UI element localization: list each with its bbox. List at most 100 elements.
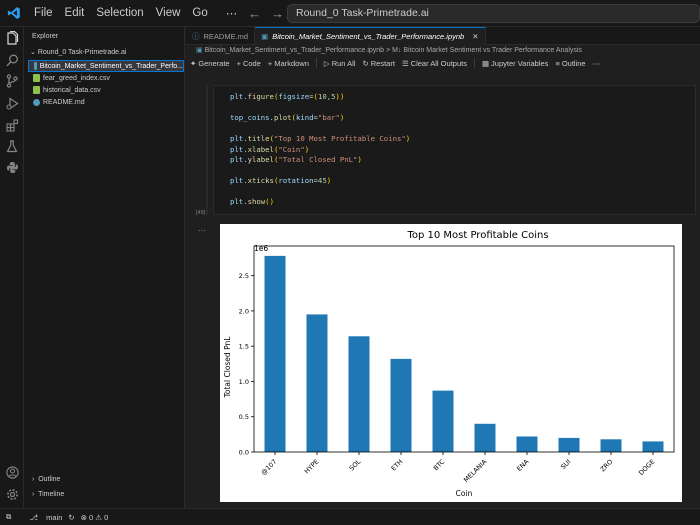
csv-file-icon — [33, 86, 40, 94]
breadcrumb-file[interactable]: Bitcoin_Market_Sentiment_vs_Trader_Perfo… — [204, 47, 385, 54]
jupyter-variables-button[interactable]: ▦ Jupyter Variables — [482, 59, 548, 68]
sidebar-title: Explorer — [32, 33, 59, 40]
python-icon[interactable] — [5, 160, 19, 174]
breadcrumb-section[interactable]: M↓ Bitcoin Market Sentiment vs Trader Pe… — [392, 47, 582, 54]
variables-grid-icon: ▦ — [481, 58, 490, 68]
extensions-icon[interactable] — [5, 118, 19, 132]
run-debug-icon[interactable] — [5, 96, 19, 110]
source-control-icon[interactable] — [5, 74, 19, 88]
y-scale-label: 1e6 — [254, 244, 268, 253]
add-markdown-button[interactable]: + Markdown — [268, 59, 309, 68]
bar-doge — [642, 441, 664, 452]
chart-title: Top 10 Most Profitable Coins — [406, 230, 548, 241]
bar-chart: Top 10 Most Profitable Coins 1e6 Total C… — [223, 230, 675, 498]
remote-icon[interactable]: ⧉ — [6, 512, 12, 521]
restart-button[interactable]: ↻ Restart — [362, 59, 394, 68]
close-icon[interactable]: ✕ — [472, 32, 479, 41]
code-line-4: plt.xlabel("Coin") — [230, 144, 310, 154]
x-tick-label: SUI — [559, 458, 572, 471]
clear-outputs-button[interactable]: ☰ Clear All Outputs — [402, 59, 467, 68]
settings-gear-icon[interactable] — [5, 487, 19, 501]
workspace-folder[interactable]: ⌄ Round_0 Task-Primetrade.ai — [30, 48, 126, 56]
sync-icon[interactable]: ↻ — [68, 512, 75, 522]
toolbar-divider — [315, 58, 317, 68]
code-line-6: plt.xticks(rotation=45) — [230, 176, 332, 185]
markdown-label: Markdown — [274, 58, 309, 68]
clear-all-icon: ☰ — [401, 58, 409, 68]
branch-indicator[interactable]: ⎇ main — [23, 513, 62, 522]
toolbar-divider — [473, 58, 475, 68]
x-tick-label: BTC — [432, 457, 447, 472]
info-icon: ⓘ — [192, 31, 200, 41]
plus-icon: + — [267, 58, 273, 68]
code-cell[interactable] — [213, 85, 696, 215]
x-tick-label: SOL — [348, 457, 363, 472]
forward-arrow-icon[interactable]: → — [271, 6, 284, 21]
tab-label: README.md — [203, 31, 249, 41]
bar-eth — [390, 358, 412, 452]
command-center-search[interactable]: Round_0 Task-Primetrade.ai — [287, 4, 700, 23]
timeline-section[interactable]: › Timeline — [32, 491, 64, 498]
notebook-toolbar: ✦ Generate + Code + Markdown ▷ Run All ↻ Rest… — [190, 58, 600, 68]
x-tick-label: ETH — [390, 458, 405, 473]
tab-label: Bitcoin_Market_Sentiment_vs_Trader_Perfo… — [272, 32, 465, 41]
folder-name: Round_0 Task-Primetrade.ai — [37, 49, 127, 56]
output-menu-button[interactable]: ⋯ — [198, 226, 206, 235]
code-editor[interactable]: plt.figure(figsize=(10,5)) top_coins.plo… — [230, 92, 410, 208]
file-readme[interactable]: README.md — [28, 96, 184, 108]
x-axis-label: Coin — [456, 489, 473, 498]
menu-file[interactable]: File — [34, 7, 53, 19]
tab-notebook[interactable]: ▣ Bitcoin_Market_Sentiment_vs_Trader_Per… — [255, 27, 486, 45]
bar-107 — [264, 255, 286, 452]
outline-label: Outline — [38, 476, 61, 483]
search-icon[interactable] — [5, 53, 19, 67]
account-icon[interactable] — [5, 465, 19, 479]
axes-frame — [253, 245, 675, 453]
menu-go[interactable]: Go — [192, 7, 208, 19]
testing-flask-icon[interactable] — [5, 139, 19, 153]
branch-name: main — [46, 512, 63, 522]
file-historical-csv[interactable]: historical_data.csv — [28, 84, 184, 96]
code-line-7: plt.show() — [230, 197, 274, 206]
timeline-label: Timeline — [38, 491, 65, 498]
generate-button[interactable]: ✦ Generate — [190, 59, 230, 68]
bar-hype — [306, 314, 328, 452]
menu-view[interactable]: View — [155, 7, 181, 19]
menu-selection[interactable]: Selection — [96, 7, 144, 19]
x-tick-label: MELANIA — [462, 457, 489, 484]
y-tick-label: 1.5 — [239, 343, 249, 351]
bar-sui — [558, 437, 580, 452]
more-actions-button[interactable]: ⋯ — [592, 58, 601, 68]
explorer-files-icon[interactable] — [5, 31, 19, 45]
back-arrow-icon[interactable]: ← — [248, 6, 261, 21]
csv-file-icon — [33, 74, 40, 82]
menu-more[interactable]: ⋯ — [225, 8, 238, 20]
problems-indicator[interactable]: ⊗ 0 ⚠ 0 — [80, 512, 109, 522]
restart-label: Restart — [370, 58, 395, 68]
jupyter-variables-label: Jupyter Variables — [491, 58, 549, 68]
run-all-button[interactable]: ▷ Run All — [324, 59, 356, 68]
y-tick-label: 0.0 — [239, 449, 249, 457]
add-code-button[interactable]: + Code — [237, 59, 261, 68]
code-label: Code — [242, 58, 261, 68]
chevron-right-icon: › — [32, 491, 35, 498]
outline-button[interactable]: ≡ Outline — [555, 59, 585, 68]
file-name: README.md — [43, 98, 85, 106]
menu-edit[interactable]: Edit — [64, 7, 85, 19]
generate-label: Generate — [198, 58, 230, 68]
execution-count: [49] — [196, 210, 206, 216]
vscode-logo-icon — [0, 0, 28, 27]
plus-icon: + — [236, 58, 241, 68]
title-bar: File Edit Selection View Go ⋯ ← → Round_… — [0, 0, 700, 27]
file-notebook[interactable]: Bitcoin_Market_Sentiment_vs_Trader_Perfo… — [28, 60, 184, 72]
branch-icon: ⎇ — [29, 512, 39, 522]
activity-bar — [0, 27, 24, 508]
markdown-info-icon — [33, 98, 40, 106]
y-tick-label: 1.0 — [239, 378, 249, 386]
clear-outputs-label: Clear All Outputs — [410, 58, 467, 68]
outline-section[interactable]: › Outline — [32, 476, 60, 483]
explorer-sidebar: Explorer ⌄ Round_0 Task-Primetrade.ai Bi… — [24, 27, 185, 508]
restart-icon: ↻ — [362, 58, 369, 68]
tab-readme[interactable]: ⓘ README.md — [186, 27, 256, 45]
file-fear-greed-csv[interactable]: fear_greed_index.csv — [28, 72, 184, 84]
